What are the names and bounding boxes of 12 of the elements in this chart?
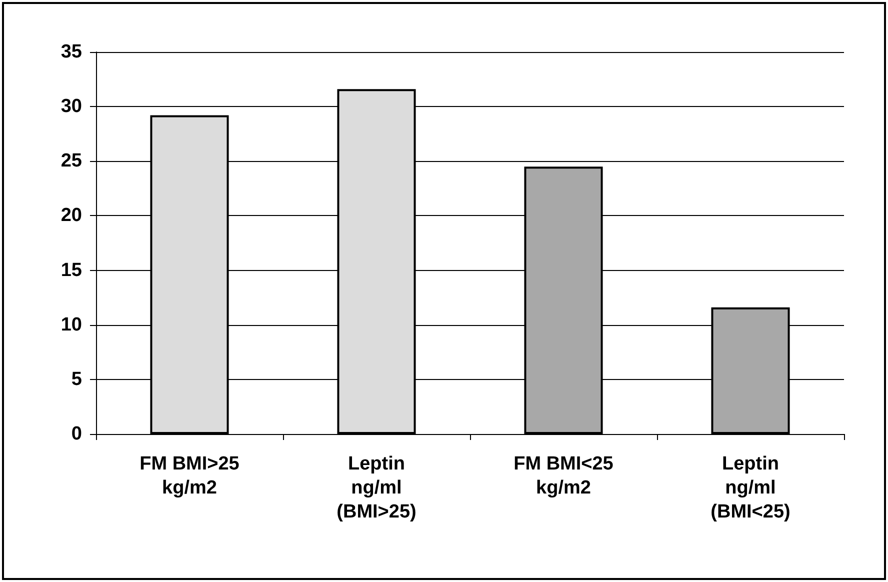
y-tick-label: 20 xyxy=(60,205,82,226)
y-tick-label: 15 xyxy=(60,260,82,281)
y-tick-label: 35 xyxy=(60,42,82,62)
x-tick-label: FM BMI>25 kg/m2 xyxy=(140,454,240,498)
x-tick-label: Leptin ng/ml (BMI>25) xyxy=(336,454,416,522)
x-tick-label: Leptin ng/ml (BMI<25) xyxy=(710,454,790,522)
y-tick-label: 30 xyxy=(60,96,82,118)
y-tick-label: 5 xyxy=(71,368,82,390)
y-tick-label: 10 xyxy=(60,314,82,336)
y-tick-label: 0 xyxy=(71,424,82,444)
y-tick-label: 25 xyxy=(60,150,82,172)
x-tick-label: FM BMI<25 kg/m2 xyxy=(514,454,614,498)
